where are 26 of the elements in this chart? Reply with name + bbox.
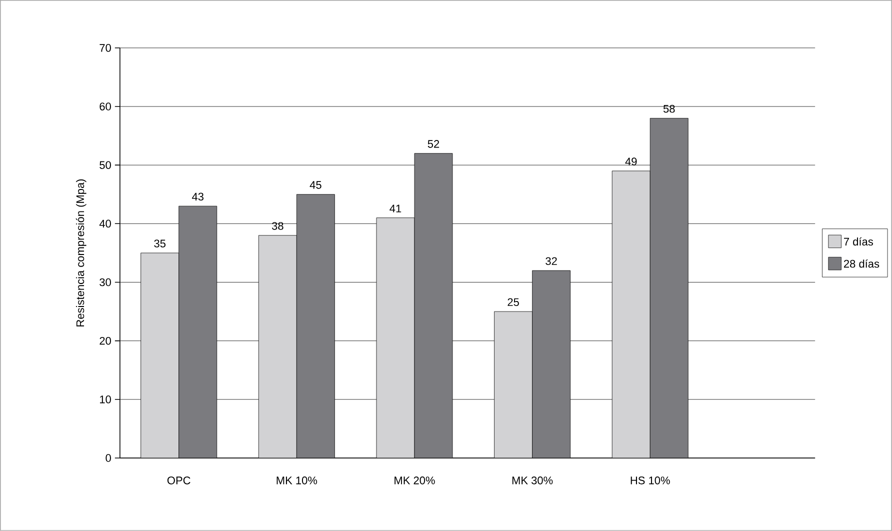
legend-label: 28 días [844,260,880,268]
y-tick-label: 40 [99,220,111,228]
data-label: 49 [625,158,637,166]
data-label: 41 [390,204,402,212]
y-tick-label: 50 [100,161,111,170]
legend-label: 7 días [844,237,873,246]
data-label: 43 [192,192,204,201]
x-tick-label: OPC [167,476,190,484]
y-tick-label: 70 [100,44,111,52]
y-tick-label: 20 [100,336,111,345]
x-tick-label: MK 10% [276,476,318,484]
data-label: 58 [663,104,675,113]
y-tick-label: 60 [100,102,111,110]
y-tick-label: 0 [106,454,111,462]
y-tick-label: 10 [100,396,111,404]
x-tick-label: MK 20% [394,476,435,484]
data-label: 38 [272,222,284,230]
data-label: 52 [428,140,440,148]
y-tick-label: 30 [100,278,111,286]
data-label: 45 [310,181,322,189]
y-axis-title: Resistencia compresión (Mpa) [76,179,86,326]
data-label: 35 [154,240,166,248]
data-label: 32 [546,257,557,266]
x-tick-label: HS 10% [630,476,670,484]
data-label: 25 [508,298,519,306]
x-tick-label: MK 30% [512,476,553,484]
